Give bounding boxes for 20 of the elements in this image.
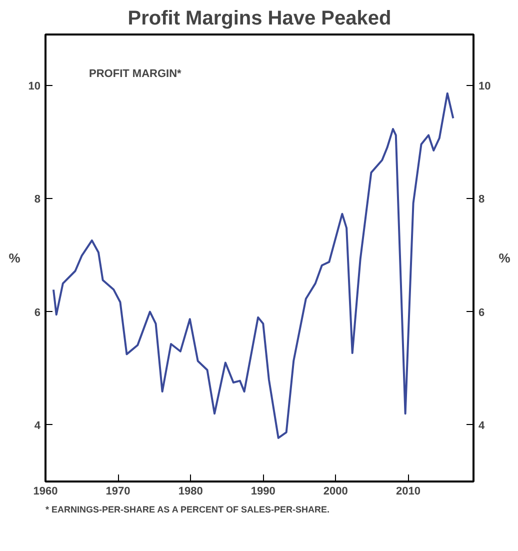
y-tick-label: 6 [34, 306, 41, 319]
y2-tick-label: 8 [478, 194, 485, 206]
chart-title: Profit Margins Have Peaked [128, 8, 392, 30]
y-tick-label: 8 [34, 194, 41, 206]
y-tick-label: 10 [28, 80, 41, 92]
x-tick-label: 1960 [33, 486, 58, 498]
x-tick-label: 1970 [106, 486, 130, 498]
x-tick-label: 1990 [250, 486, 276, 498]
text: * EARNINGS-PER-SHARE AS A PERCENT OF SALES-PER-SHARE. [46, 504, 330, 514]
line-series [52, 92, 454, 439]
y-axis-title: % [8, 250, 21, 266]
y2-tick-label: 4 [478, 420, 486, 432]
x-tick-label: 2000 [323, 486, 348, 498]
y-tick-label: 4 [34, 420, 42, 432]
x-tick-label: 2010 [396, 486, 420, 498]
y2-tick-label: 10 [478, 80, 491, 92]
annotation: PROFIT MARGIN* [89, 68, 182, 80]
x-tick-label: 1980 [178, 486, 203, 498]
y2-tick-label: 6 [478, 306, 485, 319]
y2-axis-title: % [498, 250, 511, 266]
